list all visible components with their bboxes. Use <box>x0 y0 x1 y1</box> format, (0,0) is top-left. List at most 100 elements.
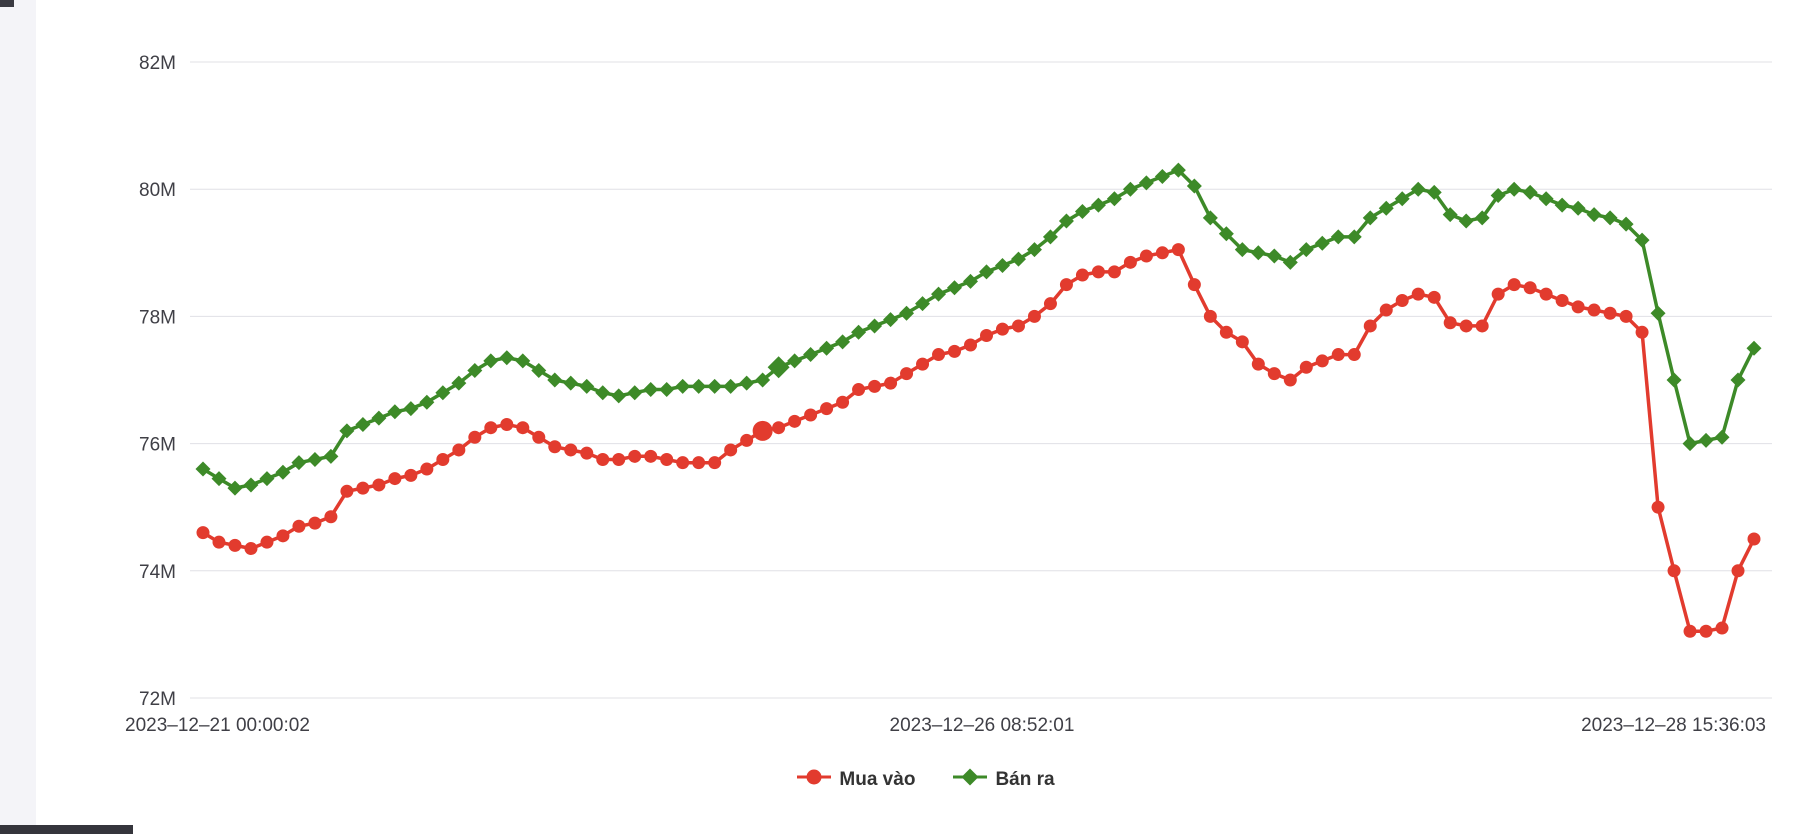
data-point[interactable] <box>963 273 979 289</box>
data-point[interactable] <box>1282 254 1298 270</box>
data-point[interactable] <box>692 456 706 470</box>
data-point[interactable] <box>627 385 643 401</box>
data-point[interactable] <box>371 410 387 426</box>
data-point[interactable] <box>1122 181 1138 197</box>
data-point[interactable] <box>1410 181 1426 197</box>
price-line-chart[interactable]: 72M 74M 76M 78M 80M 82M 2023–12–21 00:00:02 202… <box>36 0 1816 834</box>
data-point[interactable] <box>484 421 498 435</box>
data-point[interactable] <box>1027 309 1041 323</box>
data-point[interactable] <box>516 421 530 435</box>
data-point[interactable] <box>1523 281 1537 295</box>
data-point[interactable] <box>291 455 307 471</box>
data-point[interactable] <box>483 353 499 369</box>
data-point[interactable] <box>211 471 227 487</box>
data-point[interactable] <box>403 401 419 417</box>
data-point[interactable] <box>355 417 371 433</box>
data-point[interactable] <box>468 430 482 444</box>
data-point[interactable] <box>563 375 579 391</box>
data-point[interactable] <box>307 452 323 467</box>
data-point[interactable] <box>1570 200 1586 216</box>
data-point[interactable] <box>978 264 994 280</box>
data-point[interactable] <box>1138 175 1154 191</box>
data-point[interactable] <box>499 350 515 366</box>
data-point[interactable] <box>820 402 834 416</box>
data-point[interactable] <box>767 356 790 379</box>
data-point[interactable] <box>1475 319 1489 333</box>
data-point[interactable] <box>1555 294 1569 307</box>
data-point[interactable] <box>1219 325 1233 339</box>
data-point[interactable] <box>740 433 754 447</box>
data-point[interactable] <box>339 423 355 439</box>
data-point[interactable] <box>388 472 402 486</box>
data-point[interactable] <box>564 443 578 457</box>
data-point[interactable] <box>835 334 851 350</box>
data-point[interactable] <box>292 519 306 533</box>
data-point[interactable] <box>195 461 211 477</box>
data-point[interactable] <box>836 395 850 409</box>
data-point[interactable] <box>1747 532 1761 546</box>
data-point[interactable] <box>739 375 755 391</box>
data-point[interactable] <box>420 462 434 476</box>
data-point[interactable] <box>852 383 866 397</box>
data-point[interactable] <box>1299 360 1313 374</box>
data-point[interactable] <box>243 477 259 493</box>
data-point[interactable] <box>1330 229 1346 245</box>
data-point[interactable] <box>707 378 723 394</box>
data-point[interactable] <box>979 328 993 342</box>
data-point[interactable] <box>1490 188 1506 204</box>
data-point[interactable] <box>515 353 531 369</box>
data-point[interactable] <box>1026 242 1042 258</box>
data-point[interactable] <box>1666 372 1682 388</box>
data-point[interactable] <box>1075 268 1089 282</box>
data-point[interactable] <box>995 322 1009 336</box>
data-point[interactable] <box>676 456 690 470</box>
data-point[interactable] <box>708 456 722 470</box>
data-point[interactable] <box>644 449 658 463</box>
data-point[interactable] <box>436 453 450 466</box>
data-point[interactable] <box>1123 255 1137 269</box>
data-point[interactable] <box>804 408 818 422</box>
data-point[interactable] <box>1042 229 1058 245</box>
data-point[interactable] <box>1506 181 1522 197</box>
data-point[interactable] <box>867 318 883 334</box>
data-point[interactable] <box>1539 287 1553 301</box>
data-point[interactable] <box>1234 242 1250 258</box>
data-point[interactable] <box>931 286 947 302</box>
data-point[interactable] <box>1571 300 1585 314</box>
data-point[interactable] <box>1155 246 1169 260</box>
data-point[interactable] <box>915 296 931 312</box>
data-point[interactable] <box>1043 297 1057 311</box>
data-point[interactable] <box>1618 216 1634 232</box>
data-point[interactable] <box>819 340 835 356</box>
data-point[interactable] <box>356 481 370 495</box>
data-point[interactable] <box>1235 335 1249 349</box>
data-point[interactable] <box>1442 207 1458 223</box>
data-point[interactable] <box>755 372 771 388</box>
data-point[interactable] <box>1298 242 1314 258</box>
data-point[interactable] <box>1507 278 1521 292</box>
data-point[interactable] <box>1171 243 1185 257</box>
data-point[interactable] <box>1090 197 1106 213</box>
data-point[interactable] <box>803 347 819 363</box>
data-point[interactable] <box>1346 229 1362 245</box>
data-point[interactable] <box>1602 210 1618 226</box>
legend-item-mua-vao[interactable]: Mua vào <box>797 768 915 791</box>
data-point[interactable] <box>1538 191 1554 207</box>
data-point[interactable] <box>723 378 739 394</box>
data-point[interactable] <box>1715 621 1729 635</box>
data-point[interactable] <box>1698 432 1714 448</box>
data-point[interactable] <box>659 382 675 398</box>
data-point[interactable] <box>788 414 802 428</box>
data-point[interactable] <box>244 542 258 556</box>
data-point[interactable] <box>1682 436 1698 452</box>
data-point[interactable] <box>1139 249 1153 263</box>
data-point[interactable] <box>228 538 242 552</box>
data-point[interactable] <box>883 312 899 328</box>
data-point[interactable] <box>1058 213 1074 229</box>
data-point[interactable] <box>580 446 594 460</box>
data-point[interactable] <box>1267 367 1281 381</box>
data-point[interactable] <box>1650 305 1666 321</box>
data-point[interactable] <box>596 453 610 466</box>
data-point[interactable] <box>1474 210 1490 226</box>
data-point[interactable] <box>1378 200 1394 216</box>
